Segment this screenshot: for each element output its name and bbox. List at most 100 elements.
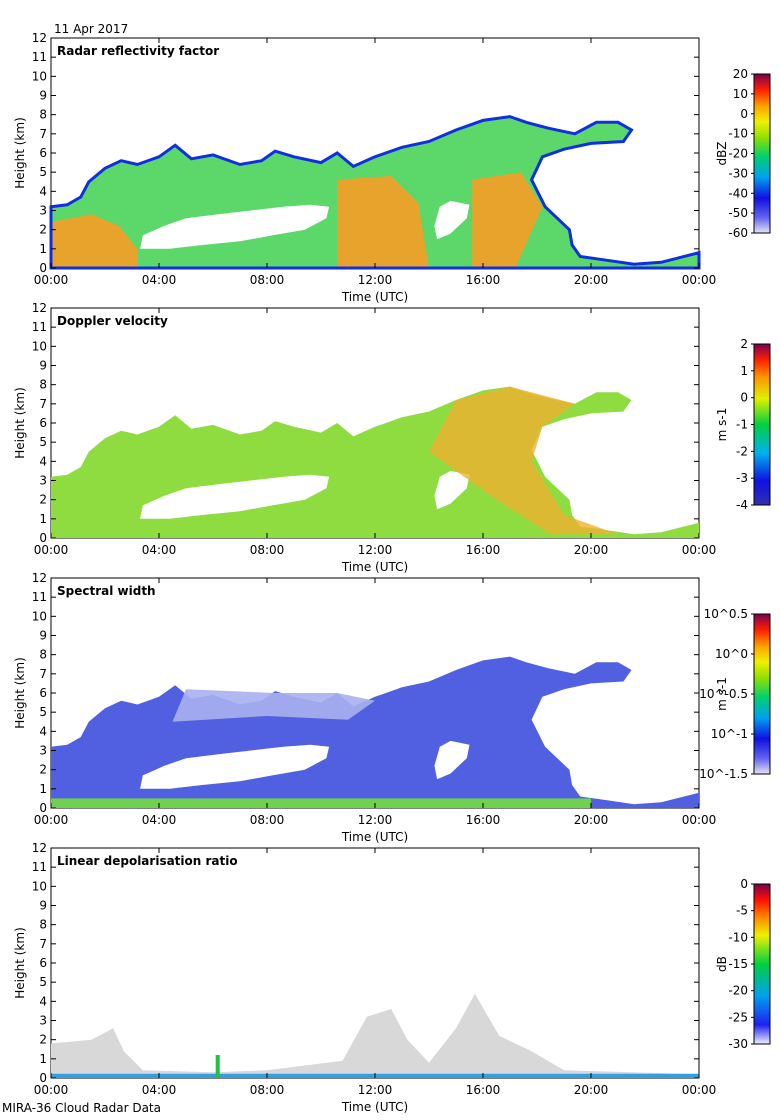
y-tick-label: 1 — [39, 242, 47, 256]
y-tick-label: 8 — [39, 648, 47, 662]
y-tick-label: 4 — [39, 454, 47, 468]
x-tick-label: 20:00 — [574, 543, 609, 557]
y-tick-label: 6 — [39, 146, 47, 160]
x-tick-label: 16:00 — [466, 273, 501, 287]
colorbar-tick-label: 10 — [733, 87, 748, 101]
x-tick-label: 00:00 — [682, 273, 717, 287]
colorbar-tick-label: -40 — [728, 186, 748, 200]
x-tick-label: 20:00 — [574, 1083, 609, 1097]
y-tick-label: 7 — [39, 127, 47, 141]
data-field-4 — [51, 993, 699, 1078]
y-tick-label: 6 — [39, 416, 47, 430]
y-tick-label: 4 — [39, 724, 47, 738]
reflectivity-core-1 — [51, 214, 138, 268]
x-tick-label: 12:00 — [358, 543, 393, 557]
depolarisation-spike — [215, 1055, 220, 1078]
reflectivity-core-2 — [337, 176, 429, 268]
x-tick-label: 08:00 — [250, 1083, 285, 1097]
y-tick-label: 9 — [39, 629, 47, 643]
panel-title: Spectral width — [57, 584, 156, 598]
colorbar-tick-label: 10^-0.5 — [699, 687, 748, 701]
colorbar-1 — [753, 73, 771, 234]
colorbar-tick-label: -10 — [728, 930, 748, 944]
y-tick-label: 7 — [39, 937, 47, 951]
y-tick-label: 0 — [39, 801, 47, 815]
y-axis-label: Height (km) — [13, 927, 27, 998]
y-tick-label: 1 — [39, 782, 47, 796]
spectral-light-region — [172, 689, 375, 722]
y-tick-label: 7 — [39, 667, 47, 681]
colorbar-tick-label: -60 — [728, 226, 748, 240]
chart-panel-3: 00:00 04:00 08:00 12:00 16:00 20:00 00:0001234… — [13, 571, 771, 844]
x-tick-label: 08:00 — [250, 543, 285, 557]
x-tick-label: 00:00 — [682, 1083, 717, 1097]
y-tick-label: 10 — [32, 879, 47, 893]
x-tick-label: 16:00 — [466, 1083, 501, 1097]
panel-title: Radar reflectivity factor — [57, 44, 219, 58]
y-tick-label: 2 — [39, 493, 47, 507]
colorbar-3 — [753, 613, 771, 775]
y-axis-label: Height (km) — [13, 657, 27, 728]
colorbar-4 — [753, 883, 771, 1045]
x-axis-label: Time (UTC) — [341, 560, 408, 574]
colorbar-unit-label: dB — [715, 956, 729, 972]
x-tick-label: 12:00 — [358, 1083, 393, 1097]
data-field-3 — [51, 656, 699, 808]
y-tick-label: 12 — [32, 841, 47, 855]
x-tick-label: 16:00 — [466, 543, 501, 557]
reflectivity-core-3 — [472, 172, 543, 268]
x-axis-label: Time (UTC) — [341, 1100, 408, 1114]
colorbar-tick-label: -3 — [736, 471, 748, 485]
x-tick-label: 20:00 — [574, 273, 609, 287]
y-tick-label: 12 — [32, 571, 47, 585]
cloud-edge — [49, 115, 701, 270]
colorbar-tick-label: 10^0.5 — [704, 607, 748, 621]
y-tick-label: 7 — [39, 397, 47, 411]
y-tick-label: 8 — [39, 108, 47, 122]
panel-title: Linear depolarisation ratio — [57, 854, 238, 868]
y-tick-label: 5 — [39, 165, 47, 179]
x-tick-label: 20:00 — [574, 813, 609, 827]
colorbar-tick-label: -10 — [728, 127, 748, 141]
colorbar-tick-label: 10^-1.5 — [699, 767, 748, 781]
colorbar-tick-label: -2 — [736, 444, 748, 458]
y-tick-label: 10 — [32, 609, 47, 623]
y-tick-label: 12 — [32, 301, 47, 315]
y-tick-label: 11 — [32, 320, 47, 334]
colorbar-tick-label: 10^0 — [715, 647, 748, 661]
y-tick-label: 1 — [39, 512, 47, 526]
x-tick-label: 04:00 — [142, 1083, 177, 1097]
date-label: 11 Apr 2017 — [54, 22, 129, 36]
colorbar-tick-label: -20 — [728, 147, 748, 161]
y-tick-label: 3 — [39, 1014, 47, 1028]
x-tick-label: 04:00 — [142, 813, 177, 827]
colorbar-2 — [753, 343, 771, 506]
y-tick-label: 9 — [39, 359, 47, 373]
colorbar-tick-label: 20 — [733, 67, 748, 81]
y-tick-label: 0 — [39, 531, 47, 545]
y-tick-label: 3 — [39, 204, 47, 218]
y-tick-label: 5 — [39, 975, 47, 989]
colorbar-unit-label: m s-1 — [715, 677, 729, 711]
x-tick-label: 00:00 — [34, 543, 69, 557]
footer-label: MIRA-36 Cloud Radar Data — [2, 1101, 161, 1115]
y-tick-label: 11 — [32, 860, 47, 874]
y-tick-label: 2 — [39, 223, 47, 237]
y-axis-label: Height (km) — [13, 117, 27, 188]
colorbar-tick-label: -30 — [728, 1037, 748, 1051]
x-tick-label: 00:00 — [682, 813, 717, 827]
x-tick-label: 12:00 — [358, 813, 393, 827]
y-tick-label: 8 — [39, 918, 47, 932]
y-tick-label: 2 — [39, 763, 47, 777]
y-tick-label: 0 — [39, 261, 47, 275]
colorbar-tick-label: -50 — [728, 206, 748, 220]
colorbar-tick-label: 0 — [740, 107, 748, 121]
y-tick-label: 5 — [39, 435, 47, 449]
colorbar-tick-label: -5 — [736, 904, 748, 918]
chart-panel-1: 00:00 04:00 08:00 12:00 16:00 20:00 00:0001234… — [13, 31, 771, 304]
colorbar-tick-label: 10^-1 — [711, 727, 748, 741]
y-tick-label: 11 — [32, 50, 47, 64]
y-tick-label: 6 — [39, 686, 47, 700]
y-tick-label: 11 — [32, 590, 47, 604]
